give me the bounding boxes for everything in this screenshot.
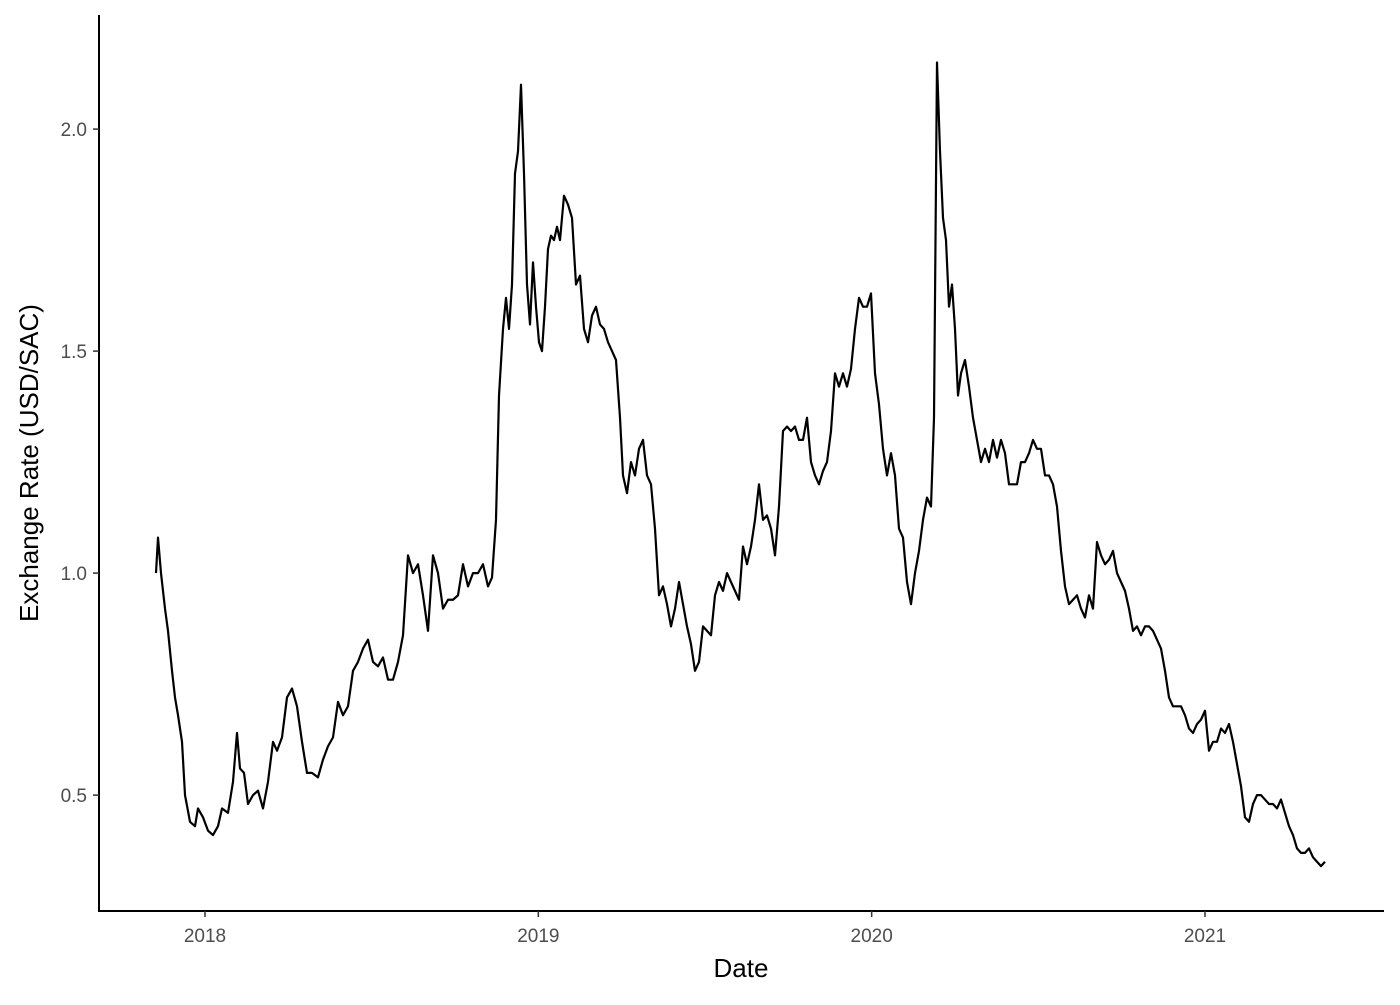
- data-line: [154, 61, 1326, 868]
- x-axis-title: Date: [714, 953, 769, 983]
- y-tick-label: 1.5: [61, 342, 87, 363]
- x-tick-label: 2020: [851, 926, 893, 947]
- y-axis-title: Exchange Rate (USD/SAC): [14, 304, 44, 622]
- y-tick-label: 1.0: [61, 564, 87, 585]
- y-tick-label: 2.0: [61, 120, 87, 141]
- y-tick-label: 0.5: [61, 786, 87, 807]
- x-tick-label: 2018: [184, 926, 226, 947]
- x-tick-label: 2019: [517, 926, 559, 947]
- x-tick-label: 2021: [1184, 926, 1226, 947]
